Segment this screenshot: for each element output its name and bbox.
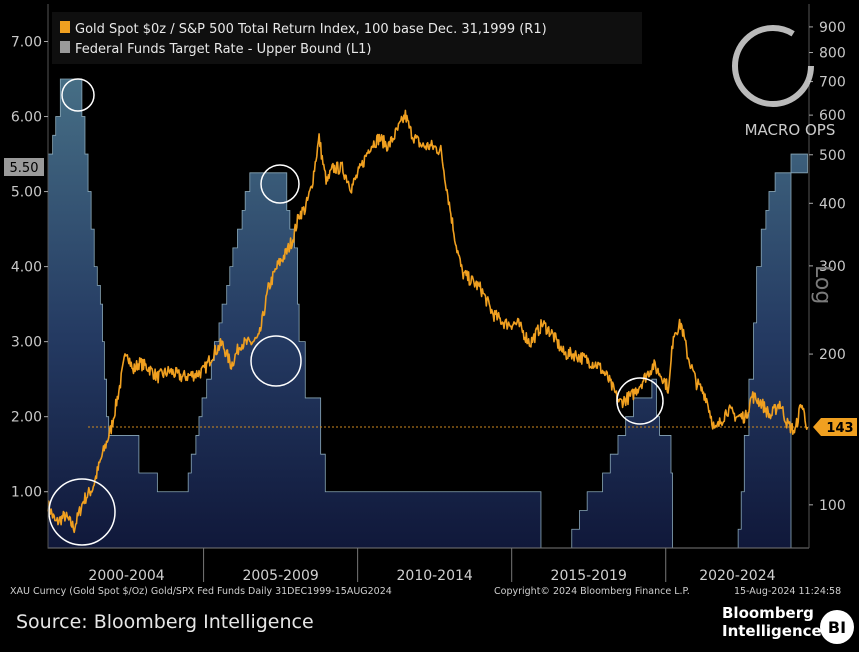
left-tick-label: 6.00: [11, 110, 42, 126]
brand-line2: Intelligence: [722, 622, 822, 640]
left-tick-label: 7.00: [11, 35, 42, 51]
right-tick-label: 700: [819, 75, 846, 91]
right-tick-label: 600: [819, 108, 846, 124]
source-note: Source: Bloomberg Intelligence: [16, 611, 314, 633]
left-tick-label: 1.00: [11, 485, 42, 501]
footer-meta: XAU Curncy (Gold Spot $/Oz) Gold/SPX Fed…: [10, 586, 858, 597]
bi-badge: BI: [820, 610, 854, 644]
right-current-marker: 143: [813, 418, 857, 437]
left-current-value: 5.50: [10, 161, 39, 176]
chart: 1.00 2.00 3.00 4.00 5.00 6.00 7.00 100 200 300 40…: [4, 4, 857, 584]
footer-meta-left: XAU Curncy (Gold Spot $/Oz) Gold/SPX Fed…: [10, 586, 392, 597]
right-tick-label: 500: [819, 148, 846, 164]
footer-copyright: Copyright© 2024 Bloomberg Finance L.P.: [494, 586, 690, 597]
right-current-value: 143: [826, 421, 853, 436]
fed-funds-area: [47, 78, 808, 549]
x-axis-label: 2015-2019: [551, 568, 627, 584]
x-axis-labels: 2000-2004 2005-2009 2010-2014 2015-2019 2020…: [88, 548, 776, 584]
brand-logo: Bloomberg Intelligence: [722, 604, 822, 640]
highlight-circle: [616, 377, 664, 425]
log-scale-label: Log: [810, 265, 835, 304]
highlight-circles: [48, 78, 664, 546]
right-tick-label: 300: [819, 259, 846, 275]
left-axis-ticks: 1.00 2.00 3.00 4.00 5.00 6.00 7.00: [11, 35, 48, 501]
legend-swatch-gold: [60, 21, 70, 33]
highlight-circle: [48, 478, 116, 546]
x-axis-label: 2005-2009: [242, 568, 318, 584]
right-tick-label: 100: [819, 498, 846, 514]
right-tick-label: 400: [819, 196, 846, 212]
macro-ops-watermark: MACRO OPS: [732, 25, 836, 139]
x-axis-label: 2000-2004: [88, 568, 164, 584]
right-tick-label: 200: [819, 347, 846, 363]
left-tick-label: 3.00: [11, 335, 42, 351]
fed-funds-area-layer: [47, 78, 808, 549]
right-tick-label: 900: [819, 20, 846, 36]
plot-area: [48, 4, 809, 548]
highlight-circle: [250, 335, 302, 387]
highlight-circle: [260, 164, 300, 204]
left-tick-label: 5.00: [11, 185, 42, 201]
gold-spx-line: [47, 109, 809, 534]
left-tick-label: 4.00: [11, 260, 42, 276]
x-axis-label: 2020-2024: [699, 568, 775, 584]
legend-label-gold: Gold Spot $0z / S&P 500 Total Return Ind…: [75, 22, 547, 37]
left-current-marker: 5.50: [4, 158, 44, 176]
right-tick-label: 800: [819, 46, 846, 62]
highlight-circle: [61, 78, 95, 112]
watermark-text: MACRO OPS: [745, 121, 836, 139]
legend-swatch-fedfunds: [60, 41, 70, 53]
brand-line1: Bloomberg: [722, 604, 814, 622]
right-axis-ticks: 100 200 300 400 500 600 700 800 900: [809, 20, 846, 514]
watermark-enso-circle: [732, 25, 814, 107]
footer-timestamp: 15-Aug-2024 11:24:58: [734, 586, 842, 597]
gold-spx-line-layer: [47, 109, 809, 534]
left-tick-label: 2.00: [11, 410, 42, 426]
x-axis-label: 2010-2014: [397, 568, 473, 584]
legend-label-fedfunds: Federal Funds Target Rate - Upper Bound …: [75, 42, 371, 57]
legend: Gold Spot $0z / S&P 500 Total Return Ind…: [52, 12, 642, 64]
